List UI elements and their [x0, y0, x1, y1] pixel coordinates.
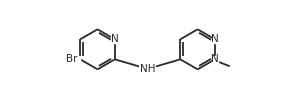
Text: N: N [211, 54, 219, 64]
Text: N: N [111, 34, 119, 44]
Text: Br: Br [66, 54, 78, 64]
Text: N: N [211, 34, 219, 44]
Text: NH: NH [140, 64, 155, 74]
Polygon shape [211, 56, 218, 63]
Polygon shape [211, 36, 218, 43]
Polygon shape [68, 56, 80, 63]
Polygon shape [111, 36, 118, 43]
